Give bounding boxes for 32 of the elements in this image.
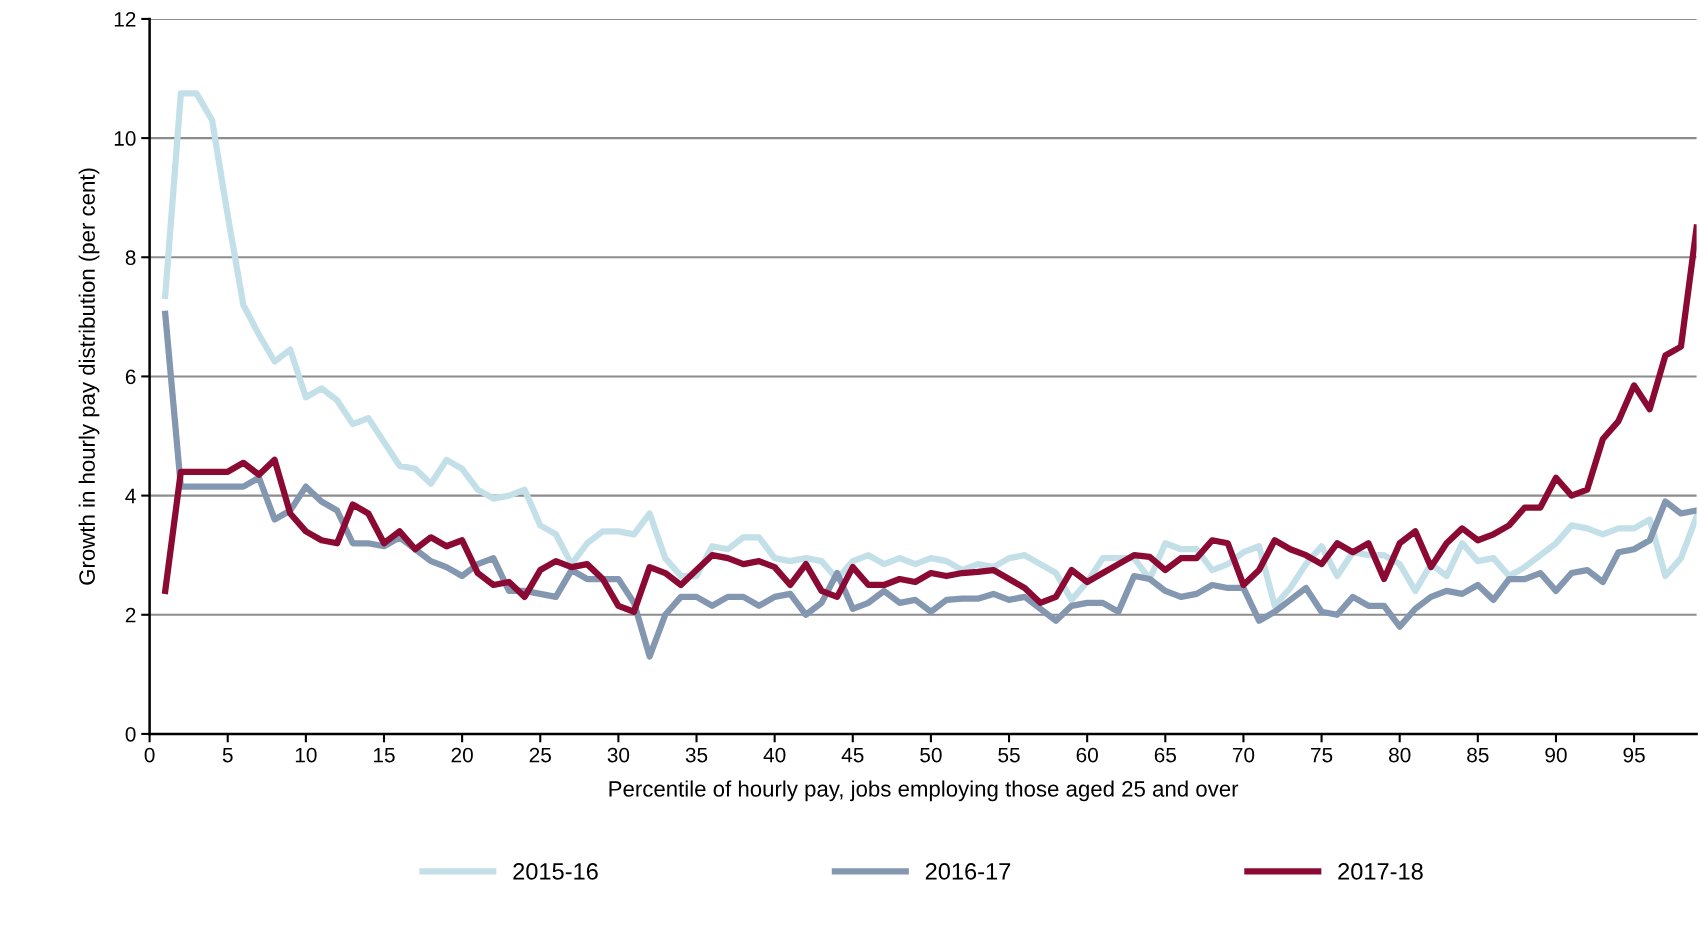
- y-tick-label: 12: [114, 11, 136, 27]
- x-tick-label: 30: [607, 747, 630, 763]
- x-tick-label: 35: [685, 747, 708, 763]
- x-tick-label: 15: [374, 747, 395, 763]
- x-tick-label: 10: [295, 747, 317, 763]
- legend-label: 2016-17: [925, 863, 1011, 880]
- y-tick-label: 6: [125, 369, 136, 385]
- x-tick-label: 5: [222, 747, 233, 763]
- x-tick-label: 55: [998, 747, 1020, 763]
- x-tick-label: 85: [1467, 747, 1489, 763]
- x-tick-label: 90: [1545, 747, 1567, 763]
- x-tick-label: 95: [1623, 747, 1645, 763]
- y-tick-label: 2: [125, 607, 136, 623]
- x-tick-label: 80: [1389, 747, 1411, 763]
- x-tick-label: 50: [920, 747, 942, 763]
- y-tick-label: 0: [125, 726, 136, 742]
- x-tick-label: 20: [451, 747, 473, 763]
- y-tick-label: 8: [125, 250, 136, 266]
- x-tick-label: 40: [763, 747, 786, 763]
- x-axis-title: Percentile of hourly pay, jobs employing those aged 25 and over: [609, 780, 1239, 802]
- legend-label: 2015-16: [513, 863, 598, 880]
- x-tick-label: 65: [1154, 747, 1177, 763]
- x-tick-label: 0: [144, 747, 155, 763]
- y-tick-label: 4: [125, 488, 136, 504]
- legend-label: 2017-18: [1338, 863, 1423, 880]
- x-tick-label: 45: [841, 747, 864, 763]
- x-tick-label: 25: [529, 747, 551, 763]
- x-tick-label: 75: [1311, 747, 1333, 763]
- x-tick-label: 60: [1076, 747, 1098, 763]
- y-tick-label: 10: [114, 131, 136, 146]
- y-axis-title: Growth in hourly pay distribution (per cent): [78, 168, 100, 585]
- x-tick-label: 70: [1232, 747, 1255, 763]
